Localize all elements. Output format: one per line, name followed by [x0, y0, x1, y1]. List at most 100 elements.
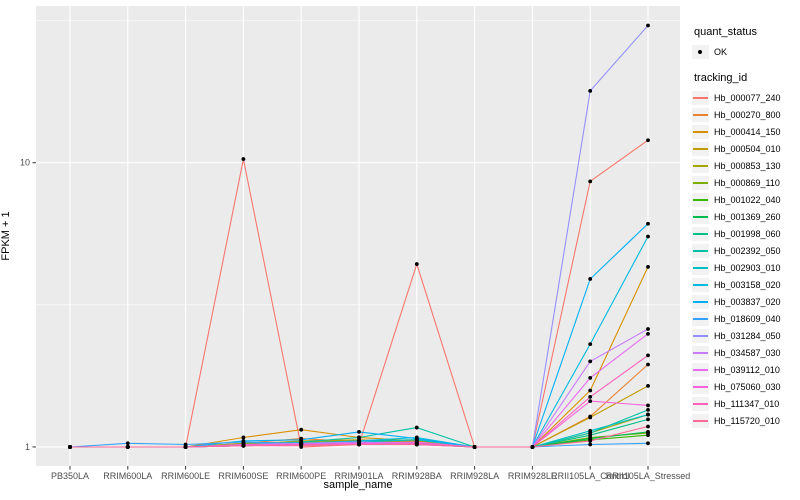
legend-entry-label: Hb_001022_040: [714, 195, 781, 205]
x-axis-title: sample_name: [323, 479, 393, 491]
legend-entry-label: Hb_002903_010: [714, 263, 781, 273]
data-point: [646, 234, 650, 239]
data-point: [588, 428, 593, 433]
legend-entry: Hb_000414_150: [692, 125, 798, 139]
data-point: [588, 342, 593, 347]
x-tick-label: RRIM600SE: [218, 471, 268, 481]
x-tick-label: RRIM600PE: [276, 471, 326, 481]
data-point: [68, 445, 72, 449]
line-swatch-icon: [692, 414, 709, 428]
data-point: [241, 443, 246, 448]
legend-entry-label: Hb_000270_800: [714, 110, 781, 120]
legend-entry: Hb_000077_240: [692, 91, 798, 105]
data-point: [588, 388, 593, 393]
ok-point-icon: [692, 45, 709, 59]
data-point: [646, 408, 650, 412]
x-tick-label: RRIM928LE: [508, 471, 557, 481]
data-point: [646, 331, 650, 336]
legend-entry: Hb_001998_060: [692, 227, 798, 241]
line-swatch-icon: [692, 91, 709, 105]
line-swatch-icon: [692, 125, 709, 139]
line-swatch-icon: [692, 346, 709, 360]
data-point: [357, 442, 361, 447]
data-point: [646, 327, 650, 331]
legend-entry: Hb_002903_010: [692, 261, 798, 275]
data-point: [357, 429, 361, 434]
data-point: [646, 138, 650, 143]
data-point: [646, 429, 650, 434]
data-point: [183, 445, 188, 449]
legend-entry-label: OK: [714, 47, 728, 57]
x-tick-label: RRII105LA_Stressed: [606, 471, 690, 481]
line-swatch-icon: [692, 329, 709, 343]
legend-entry-label: Hb_034587_030: [714, 348, 781, 358]
panel-background: [36, 6, 680, 466]
legend-entry: Hb_000853_130: [692, 159, 798, 173]
data-point: [588, 375, 593, 380]
x-tick-label: RRIM600LA: [103, 471, 152, 481]
y-tick-label: 10: [20, 158, 30, 168]
chart-panel: PB350LA RRIM600LA RRIM600LE RRIM600SE RRIM60…: [20, 6, 690, 481]
data-point: [646, 23, 650, 28]
legend-entry-label: Hb_000414_150: [714, 127, 781, 137]
line-swatch-icon: [692, 397, 709, 411]
line-swatch-icon: [692, 278, 709, 292]
data-point: [357, 435, 361, 440]
data-point: [646, 417, 650, 422]
data-point: [588, 442, 593, 447]
data-point: [299, 427, 304, 432]
line-swatch-icon: [692, 176, 709, 190]
data-point: [646, 383, 650, 388]
data-point: [646, 221, 650, 226]
data-point: [299, 437, 304, 442]
legend-entry-ok: OK: [692, 45, 798, 59]
line-swatch-icon: [692, 380, 709, 394]
line-swatch-icon: [692, 108, 709, 122]
legend-title-tracking-id: tracking_id: [694, 72, 748, 84]
legend-entry: Hb_001022_040: [692, 193, 798, 207]
legend-entry-label: Hb_003837_020: [714, 297, 781, 307]
legend-entry-label: Hb_031284_050: [714, 331, 781, 341]
legend-entry: Hb_001369_260: [692, 210, 798, 224]
line-swatch-icon: [692, 295, 709, 309]
legend-entry-label: Hb_039112_010: [714, 365, 780, 375]
data-point: [646, 412, 650, 417]
data-point: [241, 157, 246, 161]
line-swatch-icon: [692, 142, 709, 156]
data-point: [414, 262, 419, 266]
legend-entry-label: Hb_003158_020: [714, 280, 781, 290]
x-tick-label: RRIM928BA: [392, 471, 442, 481]
data-point: [588, 359, 593, 364]
legend-entry-label: Hb_001369_260: [714, 212, 781, 222]
data-point: [588, 415, 593, 420]
line-swatch-icon: [692, 227, 709, 241]
x-tick-label: RRII105LA_Control: [551, 471, 629, 481]
x-tick-label: RRIM600LE: [161, 471, 210, 481]
data-point: [414, 442, 419, 447]
x-tick-label: RRIM928LA: [450, 471, 499, 481]
legend-title-quant-status: quant_status: [694, 26, 757, 38]
legend-entry: Hb_031284_050: [692, 329, 798, 343]
line-swatch-icon: [692, 261, 709, 275]
legend-entry-label: Hb_000504_010: [714, 144, 781, 154]
legend-entry-label: Hb_111347_010: [714, 399, 780, 409]
data-point: [414, 425, 419, 430]
legend-entry: Hb_000270_800: [692, 108, 798, 122]
legend-entry: Hb_034587_030: [692, 346, 798, 360]
data-point: [588, 399, 593, 403]
x-tick-label: PB350LA: [51, 471, 89, 481]
data-point: [646, 362, 650, 367]
data-point: [646, 424, 650, 429]
legend-entry-label: Hb_000869_110: [714, 178, 780, 188]
legend-entry-label: Hb_115720_010: [714, 416, 780, 426]
data-point: [588, 179, 593, 184]
data-point: [588, 395, 593, 399]
data-point: [646, 433, 650, 438]
legend-entry-label: Hb_018609_040: [714, 314, 781, 324]
line-swatch-icon: [692, 363, 709, 377]
line-swatch-icon: [692, 193, 709, 207]
line-swatch-icon: [692, 244, 709, 258]
data-point: [646, 441, 650, 446]
legend-entry: Hb_000504_010: [692, 142, 798, 156]
legend-entry: Hb_003837_020: [692, 295, 798, 309]
